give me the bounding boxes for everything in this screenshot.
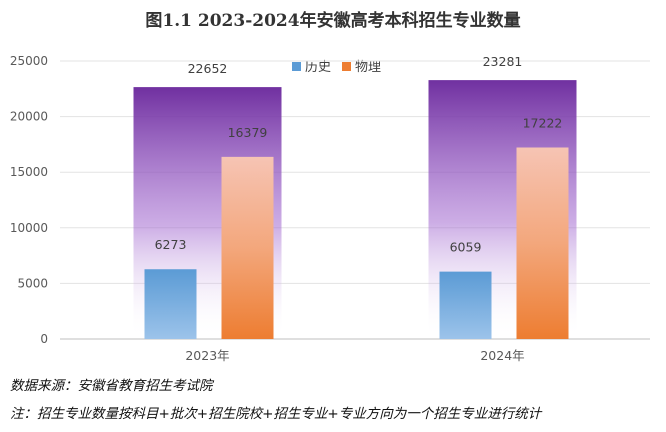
y-tick-label: 15000	[10, 165, 48, 179]
legend-label-physics: 物理	[355, 60, 381, 75]
data-labels: 22652 6273 16379 2023年 23281 6059 17222 2024年	[155, 54, 563, 363]
legend-swatch-history	[292, 62, 301, 71]
data-label: 16379	[228, 125, 268, 140]
y-tick-label: 5000	[17, 276, 48, 290]
y-tick-label: 25000	[10, 54, 48, 68]
footnote: 注：招生专业数量按科目+批次+招生院校+招生专业+专业方向为一个招生专业进行统计	[10, 406, 542, 422]
source-note: 数据来源：安徽省教育招生考试院	[10, 378, 213, 394]
x-category-label: 2024年	[480, 348, 524, 363]
chart-title: 图1.1 2023-2024年安徽高考本科招生专业数量	[145, 11, 521, 31]
legend-label-history: 历史	[305, 60, 331, 75]
data-label: 6273	[155, 237, 187, 252]
legend-swatch-physics	[342, 62, 351, 71]
history-bar	[439, 271, 492, 339]
total-label: 22652	[188, 61, 228, 76]
x-category-label: 2023年	[185, 348, 229, 363]
legend: 历史 物理	[292, 60, 381, 75]
physics-bar	[516, 147, 569, 339]
y-tick-label: 10000	[10, 221, 48, 235]
y-tick-label: 0	[40, 332, 48, 346]
bar-chart: 历史 物理 0 5000 10000 15000 20000 25000 22652 627…	[10, 54, 650, 363]
physics-bar	[221, 156, 274, 339]
history-bar	[144, 269, 197, 339]
data-label: 6059	[450, 240, 482, 255]
bars	[133, 80, 577, 339]
data-label: 17222	[523, 115, 563, 130]
y-tick-label: 20000	[10, 110, 48, 124]
total-label: 23281	[483, 54, 523, 69]
